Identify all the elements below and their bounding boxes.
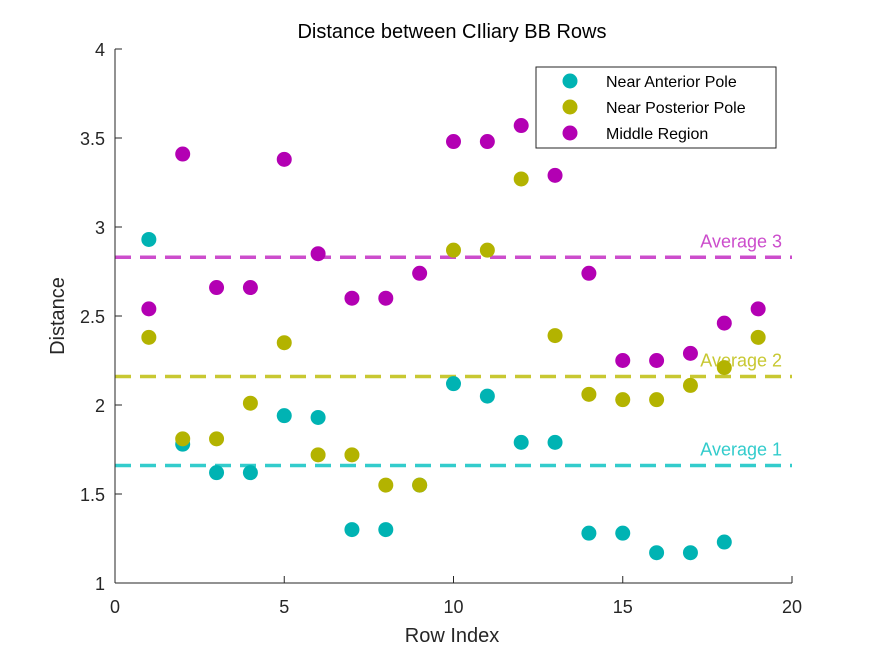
legend-label-2: Near Posterior Pole [606, 100, 746, 117]
data-point-series-2 [310, 447, 326, 463]
data-point-series-3 [378, 290, 394, 306]
data-point-series-3 [310, 246, 326, 262]
data-point-series-2 [344, 447, 360, 463]
data-point-series-2 [479, 242, 495, 258]
data-point-series-2 [716, 360, 732, 376]
data-point-series-3 [209, 280, 225, 296]
legend-label-1: Near Anterior Pole [606, 74, 737, 91]
data-point-series-2 [750, 329, 766, 345]
x-tick-label: 15 [613, 597, 633, 617]
y-axis-title: Distance [47, 277, 69, 355]
data-point-series-3 [242, 280, 258, 296]
data-point-series-2 [276, 335, 292, 351]
y-tick-label: 3.5 [80, 129, 105, 149]
data-point-series-2 [209, 431, 225, 447]
data-point-series-1 [310, 409, 326, 425]
y-tick-label: 1.5 [80, 485, 105, 505]
chart-title: Distance between CIliary BB Rows [297, 21, 606, 43]
average-label-2: Average 2 [700, 351, 782, 371]
x-tick-label: 20 [782, 597, 802, 617]
data-point-series-2 [446, 242, 461, 258]
legend: Near Anterior Pole Near Posterior Pole Mid… [535, 66, 777, 149]
legend-marker-2 [562, 99, 578, 115]
data-point-series-1 [378, 522, 394, 538]
data-point-series-3 [412, 265, 428, 281]
average-label-3: Average 3 [700, 231, 782, 251]
data-point-series-2 [513, 171, 529, 187]
y-tick-label: 2 [95, 396, 105, 416]
data-point-series-1 [547, 434, 563, 450]
data-point-series-3 [615, 353, 631, 368]
data-point-series-3 [649, 353, 665, 368]
data-point-series-2 [547, 328, 563, 344]
data-point-series-2 [378, 477, 394, 493]
data-point-series-1 [581, 525, 597, 541]
x-tick-label: 0 [110, 597, 120, 617]
y-tick-label: 2.5 [80, 307, 105, 327]
data-point-series-1 [242, 465, 258, 481]
data-point-series-1 [209, 465, 225, 481]
legend-marker-3 [562, 125, 578, 141]
data-point-series-2 [649, 392, 665, 408]
axes: 0 5 10 15 20 1 1.5 2 2.5 3 3.5 4 [80, 40, 802, 617]
data-point-series-2 [141, 329, 157, 345]
data-point-series-2 [615, 392, 631, 408]
data-point-series-3 [682, 345, 698, 361]
x-tick-label: 5 [279, 597, 289, 617]
data-point-series-3 [547, 167, 563, 183]
data-point-series-1 [479, 388, 495, 404]
data-point-series-3 [141, 301, 157, 317]
data-point-series-3 [276, 151, 292, 167]
legend-marker-1 [562, 73, 578, 89]
data-point-series-1 [682, 545, 698, 561]
data-point-series-2 [581, 386, 597, 402]
legend-label-3: Middle Region [606, 126, 708, 143]
data-point-series-3 [446, 134, 461, 150]
data-point-series-1 [615, 525, 631, 541]
data-point-series-2 [412, 477, 428, 493]
data-point-series-3 [581, 265, 597, 281]
data-point-series-3 [513, 118, 529, 134]
data-point-series-3 [344, 290, 360, 306]
data-point-series-1 [141, 231, 157, 247]
y-tick-label: 4 [95, 40, 105, 60]
data-point-series-1 [276, 408, 292, 424]
data-point-series-3 [479, 134, 495, 150]
data-point-series-3 [716, 315, 732, 331]
data-point-series-3 [175, 146, 191, 162]
y-tick-label: 1 [95, 574, 105, 594]
average-label-1: Average 1 [700, 440, 782, 460]
y-tick-label: 3 [95, 218, 105, 238]
data-point-series-1 [446, 376, 461, 392]
data-point-series-2 [175, 431, 191, 447]
data-point-series-1 [649, 545, 665, 561]
x-axis-title: Row Index [405, 625, 500, 647]
x-tick-label: 10 [443, 597, 463, 617]
data-points [141, 118, 766, 561]
data-point-series-1 [716, 534, 732, 550]
data-point-series-2 [242, 395, 258, 411]
data-point-series-2 [682, 377, 698, 393]
data-point-series-1 [344, 522, 360, 538]
data-point-series-1 [513, 434, 529, 450]
data-point-series-3 [750, 301, 766, 317]
